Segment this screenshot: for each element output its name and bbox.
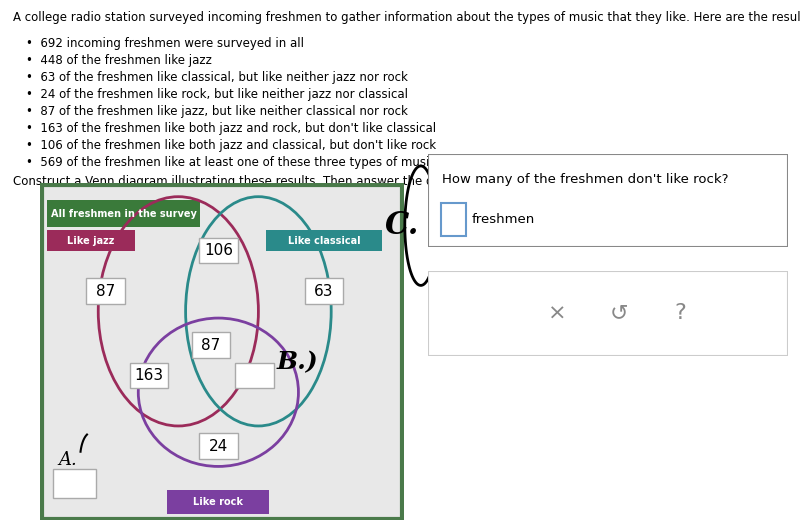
Text: 106: 106	[204, 243, 233, 258]
Text: •  569 of the freshmen like at least one of these three types of music (jazz, cl: • 569 of the freshmen like at least one …	[26, 156, 562, 169]
Text: 87: 87	[202, 338, 221, 353]
FancyBboxPatch shape	[86, 278, 125, 304]
Text: •  448 of the freshmen like jazz: • 448 of the freshmen like jazz	[26, 54, 212, 67]
Text: •  106 of the freshmen like both jazz and classical, but don't like rock: • 106 of the freshmen like both jazz and…	[26, 139, 436, 152]
Text: ↺: ↺	[610, 303, 628, 323]
FancyBboxPatch shape	[428, 271, 788, 356]
FancyBboxPatch shape	[47, 200, 200, 227]
Text: C.: C.	[385, 210, 418, 241]
Text: •  87 of the freshmen like jazz, but like neither classical nor rock: • 87 of the freshmen like jazz, but like…	[26, 105, 408, 118]
FancyBboxPatch shape	[441, 203, 466, 236]
Text: 24: 24	[209, 439, 228, 453]
Text: B.): B.)	[277, 350, 318, 374]
Text: ?: ?	[674, 303, 686, 323]
FancyBboxPatch shape	[199, 238, 238, 263]
FancyBboxPatch shape	[130, 363, 169, 388]
Text: freshmen: freshmen	[471, 212, 534, 226]
Text: •  24 of the freshmen like rock, but like neither jazz nor classical: • 24 of the freshmen like rock, but like…	[26, 88, 408, 101]
Text: Construct a Venn diagram illustrating these results. Then answer the question.: Construct a Venn diagram illustrating th…	[13, 175, 481, 188]
Text: All freshmen in the survey: All freshmen in the survey	[50, 209, 197, 219]
Text: How many of the freshmen don't like rock?: How many of the freshmen don't like rock…	[442, 173, 729, 185]
FancyBboxPatch shape	[428, 154, 788, 247]
FancyBboxPatch shape	[235, 363, 274, 388]
Text: A.: A.	[58, 451, 77, 469]
FancyBboxPatch shape	[199, 433, 238, 459]
FancyBboxPatch shape	[167, 490, 270, 513]
Text: Like rock: Like rock	[194, 497, 243, 507]
FancyBboxPatch shape	[42, 185, 402, 519]
Text: ×: ×	[548, 303, 567, 323]
Text: 87: 87	[96, 284, 115, 298]
FancyBboxPatch shape	[305, 278, 343, 304]
Text: A college radio station surveyed incoming freshmen to gather information about t: A college radio station surveyed incomin…	[13, 11, 800, 24]
FancyBboxPatch shape	[266, 230, 382, 251]
Text: 63: 63	[314, 284, 334, 298]
Text: •  163 of the freshmen like both jazz and rock, but don't like classical: • 163 of the freshmen like both jazz and…	[26, 122, 436, 135]
FancyBboxPatch shape	[54, 469, 96, 498]
Text: •  692 incoming freshmen were surveyed in all: • 692 incoming freshmen were surveyed in…	[26, 37, 304, 50]
FancyBboxPatch shape	[192, 332, 230, 358]
Text: 163: 163	[134, 368, 164, 383]
Text: •  63 of the freshmen like classical, but like neither jazz nor rock: • 63 of the freshmen like classical, but…	[26, 71, 408, 84]
FancyBboxPatch shape	[47, 230, 134, 251]
Text: Like classical: Like classical	[288, 236, 360, 245]
Text: Like jazz: Like jazz	[67, 236, 114, 245]
